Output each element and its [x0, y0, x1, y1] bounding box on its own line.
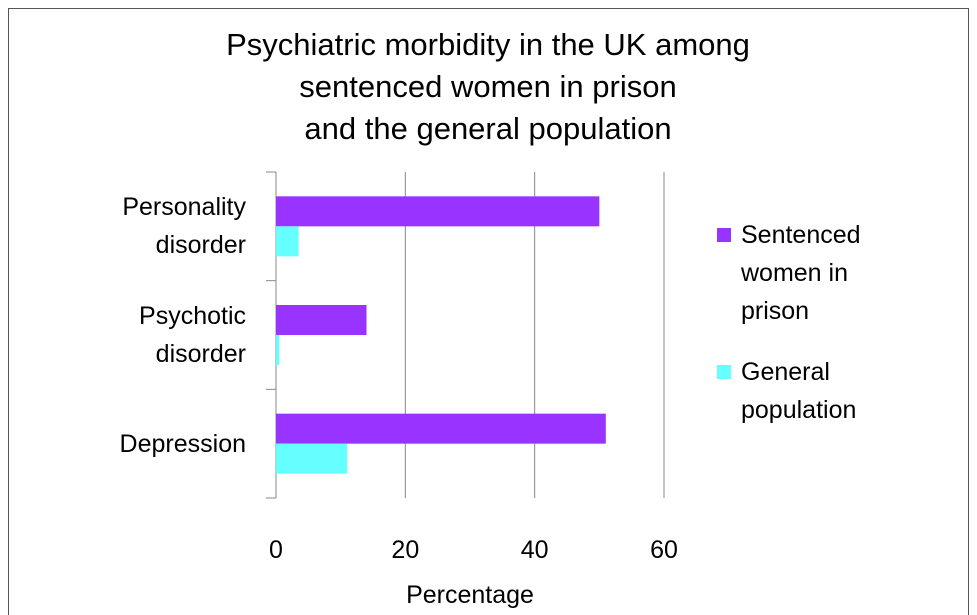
y-tick-label: Personality disorder [122, 193, 246, 260]
legend-label: Sentenced women in prison [741, 221, 861, 325]
legend-swatch [717, 365, 731, 379]
x-tick-label: 60 [650, 536, 678, 564]
x-axis-label: Percentage [406, 581, 534, 609]
bar [276, 196, 600, 227]
y-tick-label: Psychotic disorder [139, 302, 246, 368]
x-tick-label: 0 [269, 536, 283, 564]
legend-swatch [717, 228, 731, 242]
bar [276, 413, 606, 444]
legend-label: General population [741, 358, 857, 424]
bar [276, 226, 299, 257]
y-tick-label: Depression [119, 429, 246, 458]
bar [276, 335, 280, 365]
bar [276, 443, 348, 474]
x-tick-label: 20 [391, 536, 420, 564]
chart-title: Psychiatric morbidity in the UK among se… [226, 27, 750, 146]
chart-frame [8, 8, 969, 615]
x-tick-label: 40 [520, 536, 549, 564]
bar [276, 305, 367, 335]
